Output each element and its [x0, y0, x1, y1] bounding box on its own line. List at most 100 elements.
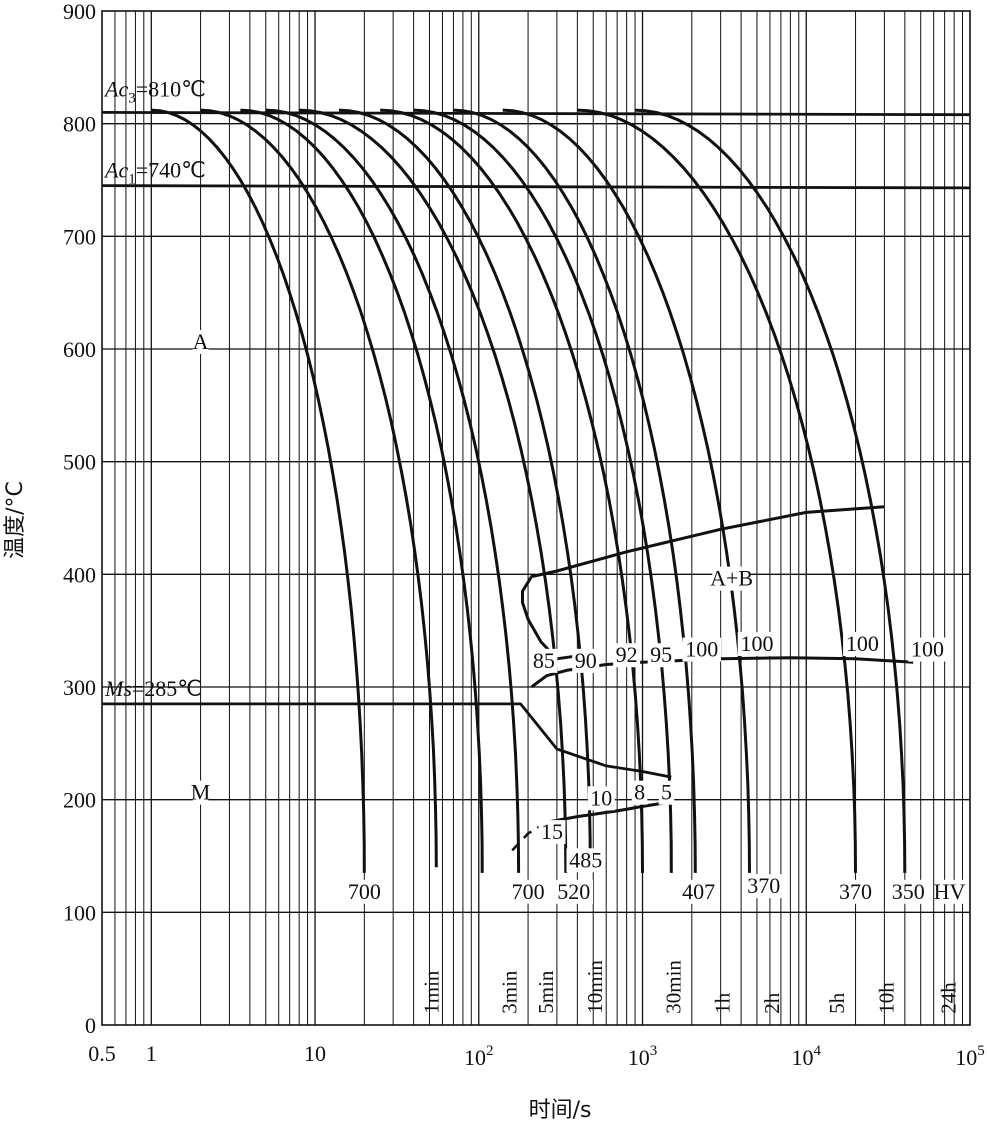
cooling-curve — [413, 108, 673, 873]
time-marker-label: 3min — [498, 970, 522, 1014]
cooling-curve — [200, 108, 438, 868]
annotation-bg — [658, 780, 675, 805]
y-tick-label: 100 — [63, 900, 96, 925]
time-marker-label: 1h — [711, 992, 735, 1014]
time-marker-label: 5h — [825, 992, 849, 1014]
y-axis-title: 温度/°C — [3, 481, 28, 559]
curves — [101, 108, 971, 873]
annotation-label: 370 — [839, 879, 872, 904]
annotation-label: 520 — [557, 879, 590, 904]
ms-line — [102, 702, 672, 779]
cooling-curve — [502, 108, 751, 873]
annotation-label: 90 — [575, 648, 597, 673]
time-marker-label: 30min — [661, 960, 685, 1014]
y-tick-label: 600 — [63, 337, 96, 362]
annotation-label: 95 — [650, 642, 672, 667]
annotation-bg — [889, 879, 928, 904]
time-marker-label: 10h — [874, 982, 898, 1014]
annotation-bg — [572, 648, 600, 673]
bainite-end-curve — [530, 656, 914, 689]
annotation-label: A — [193, 329, 209, 354]
critical-point-label: Ms=285℃ — [104, 676, 202, 701]
time-marker-label: 10min — [583, 960, 607, 1014]
x-axis-title: 时间/s — [529, 1098, 592, 1123]
annotation-bg — [843, 631, 882, 656]
cooling-curve — [338, 108, 592, 868]
cooling-curve — [577, 108, 857, 873]
x-tick-label: 10 — [304, 1041, 326, 1066]
y-tick-label: 200 — [63, 788, 96, 813]
x-tick-label: 103 — [628, 1043, 658, 1070]
annotation-label: 8 — [634, 780, 645, 805]
annotation-bg — [508, 879, 548, 904]
y-tick-label: 900 — [63, 0, 96, 24]
cooling-curve — [265, 108, 521, 873]
cooling-curve — [299, 108, 568, 873]
annotation-bg — [647, 643, 675, 668]
annotation-label: 10 — [590, 785, 612, 810]
ac3-line — [101, 111, 971, 117]
annotation-bg — [554, 879, 593, 904]
y-tick-label: 500 — [63, 450, 96, 475]
annotation-label: 100 — [685, 637, 718, 662]
annotation-bg — [712, 566, 751, 591]
y-tick-label: 700 — [63, 224, 96, 249]
y-tick-label: 800 — [63, 112, 96, 137]
annotation-label: 407 — [682, 879, 715, 904]
annotation-bg — [836, 879, 875, 904]
annotation-label: 85 — [533, 648, 555, 673]
x-tick-label: 105 — [955, 1043, 985, 1070]
ac1-line — [101, 184, 971, 190]
annotation-label: A+B — [710, 566, 753, 591]
annotation-label: 100 — [846, 631, 879, 656]
cooling-curve — [240, 108, 484, 873]
annotation-bg — [587, 786, 615, 811]
y-tick-label: 300 — [63, 675, 96, 700]
annotation-bg — [682, 637, 721, 662]
annotation-label: 92 — [616, 642, 638, 667]
cooling-curve — [453, 108, 697, 873]
annotation-bg — [631, 780, 648, 805]
cooling-curve — [151, 108, 366, 873]
plot-frame — [101, 10, 971, 1026]
lower-curve — [546, 800, 672, 824]
annotation-bg — [192, 330, 209, 354]
annotation-bg — [908, 637, 947, 662]
annotation-label: 15 — [541, 819, 563, 844]
time-marker-label: 1min — [419, 970, 443, 1014]
y-tick-label: 400 — [63, 562, 96, 587]
cooling-curve — [634, 108, 907, 873]
x-tick-label: 104 — [792, 1043, 822, 1070]
annotation-label: HV — [934, 879, 966, 904]
annotation-bg — [936, 879, 964, 904]
x-tick-label: 102 — [464, 1043, 494, 1070]
time-marker-label: 24h — [937, 982, 961, 1014]
time-marker-label: 2h — [760, 992, 784, 1014]
x-tick-label: 1 — [146, 1041, 157, 1066]
bainite-start-curve — [521, 505, 885, 661]
critical-point-label: Ac3=810℃ — [103, 76, 206, 106]
annotation-bg — [530, 648, 558, 673]
annotation-label: 100 — [740, 631, 773, 656]
annotation-bg — [566, 848, 605, 873]
annotation-bg — [192, 780, 209, 805]
annotation-bg — [737, 631, 777, 656]
annotation-label: 100 — [911, 637, 944, 662]
annotation-label: M — [191, 780, 211, 805]
annotation-bg — [679, 879, 718, 904]
annotation-bg — [613, 643, 641, 668]
annotation-label: 5 — [661, 780, 672, 805]
annotation-bg — [345, 879, 384, 904]
cooling-curve — [380, 108, 644, 873]
time-marker-label: 5min — [534, 970, 558, 1014]
annotation-bg — [538, 820, 566, 845]
annotation-label: 370 — [747, 873, 780, 898]
annotation-label: 350 — [892, 879, 925, 904]
annotation-label: 485 — [569, 847, 602, 872]
critical-point-label: Ac1=740℃ — [103, 157, 206, 187]
annotation-label: 700 — [348, 879, 381, 904]
annotation-bg — [744, 874, 783, 899]
annotation-label: 700 — [512, 879, 545, 904]
